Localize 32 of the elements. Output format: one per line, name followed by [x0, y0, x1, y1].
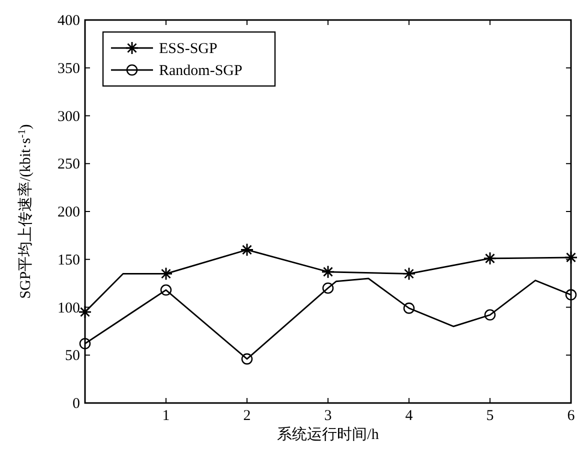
x-tick-label: 3 [324, 408, 332, 424]
point [564, 250, 578, 264]
point [321, 265, 335, 279]
y-tick-label: 0 [72, 396, 80, 412]
point [402, 266, 416, 280]
point [241, 353, 253, 365]
point [78, 305, 92, 319]
x-axis-title: 系统运行时间/h [277, 426, 380, 443]
y-tick-label: 150 [58, 252, 80, 268]
x-tick-label: 4 [405, 408, 414, 424]
point [322, 282, 334, 294]
y-tick-label: 200 [58, 204, 80, 220]
y-tick-label: 400 [58, 13, 80, 29]
x-tick-label: 5 [486, 408, 494, 424]
x-tick-label: 2 [243, 408, 251, 424]
point [240, 243, 254, 257]
point [160, 284, 172, 296]
y-tick-label: 50 [65, 348, 80, 364]
point [79, 338, 91, 350]
y-tick-label: 250 [58, 156, 80, 173]
y-tick-label: 300 [58, 108, 80, 125]
x-tick-label: 6 [567, 408, 576, 424]
x-tick-label: 1 [162, 408, 170, 424]
point [484, 309, 496, 321]
point [403, 302, 415, 314]
point [483, 252, 497, 266]
point [565, 289, 577, 300]
legend-label: Random-SGP [159, 63, 242, 79]
y-tick-label: 100 [58, 300, 80, 316]
y-tick-label: 350 [58, 60, 80, 77]
legend-label: ESS-SGP [159, 41, 218, 57]
point [159, 266, 173, 280]
